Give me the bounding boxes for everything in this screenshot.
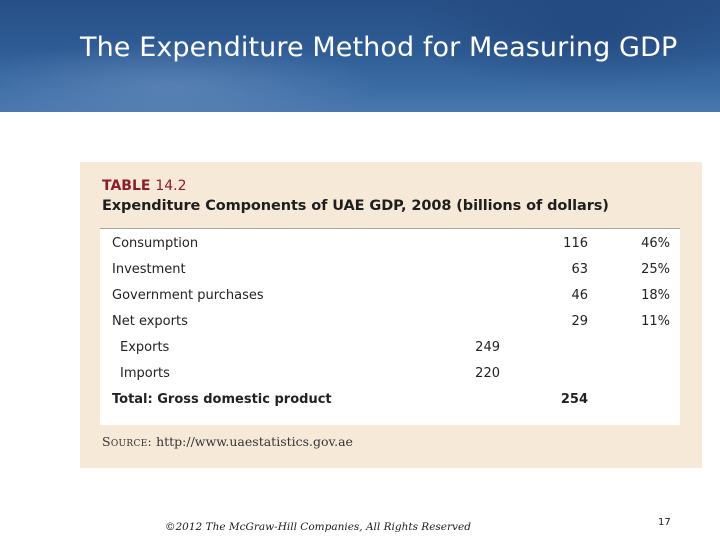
table-row-exports: Exports 249	[100, 336, 680, 362]
row-value: 254	[560, 392, 588, 407]
table-label: TABLE 14.2	[102, 178, 187, 194]
row-label: Net exports	[112, 314, 188, 329]
table-panel: TABLE 14.2 Expenditure Components of UAE…	[80, 162, 702, 468]
table-row-investment: Investment 63 25%	[100, 258, 680, 284]
table-label-word: TABLE	[102, 178, 151, 194]
table-row-imports: Imports 220	[100, 362, 680, 388]
row-percent: 46%	[641, 236, 670, 251]
table-row-total-gdp: Total: Gross domestic product 254	[100, 388, 680, 414]
row-label: Government purchases	[112, 288, 264, 303]
table-title: Expenditure Components of UAE GDP, 2008 …	[102, 198, 609, 214]
title-rule	[100, 228, 680, 229]
table-body: Consumption 116 46% Investment 63 25% Go…	[100, 229, 680, 425]
row-label: Total: Gross domestic product	[112, 392, 332, 407]
header-band	[0, 0, 720, 112]
table-label-number: 14.2	[155, 178, 187, 194]
row-percent: 11%	[641, 314, 670, 329]
copyright-footer: ©2012 The McGraw-Hill Companies, All Rig…	[165, 521, 471, 533]
page-number: 17	[658, 517, 671, 528]
row-percent: 18%	[641, 288, 670, 303]
source-url: http://www.uaestatistics.gov.ae	[156, 434, 353, 449]
row-label: Consumption	[112, 236, 199, 251]
row-sub-value: 220	[475, 366, 500, 381]
row-value: 46	[571, 288, 588, 303]
row-value: 63	[571, 262, 588, 277]
row-percent: 25%	[641, 262, 670, 277]
source-label: Source:	[102, 434, 153, 449]
row-value: 116	[563, 236, 588, 251]
row-value: 29	[571, 314, 588, 329]
row-sub-value: 249	[475, 340, 500, 355]
row-label: Investment	[112, 262, 186, 277]
table-row-net-exports: Net exports 29 11%	[100, 310, 680, 336]
row-label: Exports	[120, 340, 170, 355]
table-row-consumption: Consumption 116 46%	[100, 232, 680, 258]
table-row-government-purchases: Government purchases 46 18%	[100, 284, 680, 310]
table-source: Source: http://www.uaestatistics.gov.ae	[102, 434, 353, 449]
slide-title: The Expenditure Method for Measuring GDP	[80, 32, 678, 63]
row-label: Imports	[120, 366, 170, 381]
